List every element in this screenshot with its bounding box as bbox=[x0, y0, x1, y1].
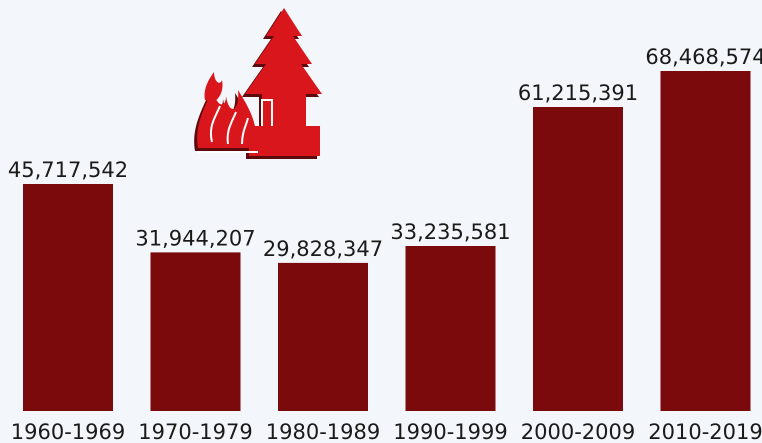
bar-1980-1989 bbox=[278, 262, 368, 411]
data-label-2000-2009: 61,215,391 bbox=[518, 81, 638, 105]
data-label-1990-1999: 33,235,581 bbox=[390, 220, 510, 244]
bars-layer bbox=[23, 71, 751, 411]
x-tick-labels-layer: 1960-1969 1970-1979 1980-1989 1990-1999 2000… bbox=[11, 420, 762, 443]
bar-1960-1969 bbox=[23, 184, 113, 411]
x-tick-label-1990-1999: 1990-1999 bbox=[393, 420, 507, 443]
data-labels-layer: 45,717,542 31,944,207 29,828,347 33,235,581… bbox=[8, 45, 762, 261]
data-label-2010-2019: 68,468,574 bbox=[645, 45, 762, 69]
bar-2000-2009 bbox=[533, 107, 623, 411]
data-label-1960-1969: 45,717,542 bbox=[8, 158, 128, 182]
wildfire-tree-icon bbox=[194, 8, 322, 159]
x-tick-label-2010-2019: 2010-2019 bbox=[648, 420, 762, 443]
data-label-1970-1979: 31,944,207 bbox=[135, 226, 255, 250]
data-label-1980-1989: 29,828,347 bbox=[263, 237, 383, 261]
x-tick-label-1970-1979: 1970-1979 bbox=[138, 420, 252, 443]
x-tick-label-2000-2009: 2000-2009 bbox=[521, 420, 635, 443]
x-tick-label-1980-1989: 1980-1989 bbox=[266, 420, 380, 443]
bar-2010-2019 bbox=[660, 71, 751, 411]
x-tick-label-1960-1969: 1960-1969 bbox=[11, 420, 125, 443]
bar-1970-1979 bbox=[150, 252, 241, 411]
bar-1990-1999 bbox=[405, 246, 496, 411]
